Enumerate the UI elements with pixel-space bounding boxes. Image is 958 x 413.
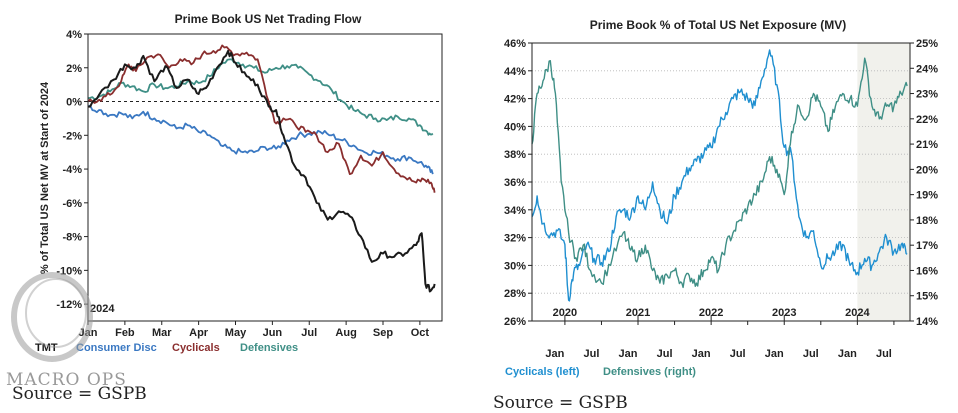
right-left-y-tick-label: 40%	[504, 121, 526, 133]
right-left-y-tick-label: 32%	[504, 233, 526, 245]
left-x-tick-label: Aug	[335, 327, 356, 339]
source-right: Source = GSPB	[493, 393, 628, 413]
left-y-tick-label: 2%	[66, 63, 82, 75]
right-series-group	[531, 49, 908, 302]
left-plot-frame	[87, 33, 443, 322]
legend-defensives-right: Defensives (right)	[603, 366, 696, 378]
left-x-tick-label: Apr	[189, 327, 209, 339]
legend-defensives: Defensives	[240, 342, 298, 354]
right-month-tick-label: Jan	[838, 348, 857, 360]
right-month-tick-label: Jul	[876, 348, 892, 360]
right-left-y-tick-label: 28%	[504, 288, 526, 300]
right-left-y-tick-label: 30%	[504, 260, 526, 272]
logo-text: MACRO OPS	[6, 370, 127, 390]
left-y-tick-label: -6%	[62, 198, 82, 210]
right-month-tick-label: Jul	[803, 348, 819, 360]
left-x-tick-label: Mar	[152, 327, 172, 339]
right-grid	[532, 42, 910, 322]
right-month-tick-label: Jan	[545, 348, 564, 360]
left-x-tick-label: Oct	[411, 327, 430, 339]
right-right-y-tick-label: 22%	[916, 114, 938, 126]
right-chart: Prime Book % of Total US Net Exposure (M…	[504, 18, 938, 378]
left-y-axis-label: % of Total US Net MV at Start of 2024	[39, 81, 51, 274]
right-right-y-tick-label: 16%	[916, 265, 938, 277]
right-year-label: 2022	[699, 307, 723, 319]
right-year-label: 2021	[626, 307, 650, 319]
right-right-y-ticks: 25% 24% 23% 22% 21% 20% 19% 18% 17% 16% 15% 14%	[910, 38, 938, 328]
series-line-defensives-right	[531, 57, 908, 289]
left-y-ticks: 4%2%0%-2%-4%-6%-8%-10%-12%	[56, 29, 88, 311]
right-right-y-tick-label: 15%	[916, 291, 938, 303]
right-year-label: 2023	[772, 307, 796, 319]
right-month-tick-label: Jul	[730, 348, 746, 360]
right-right-y-tick-label: 14%	[916, 316, 938, 328]
right-left-y-tick-label: 44%	[504, 66, 526, 78]
right-year-label: 2024	[845, 307, 870, 319]
right-month-tick-label: Jan	[765, 348, 784, 360]
left-chart: Prime Book US Net Trading Flow 4% 2% 0% -2%…	[35, 12, 443, 354]
left-chart-title: Prime Book US Net Trading Flow	[175, 12, 362, 26]
series-line-consumer-disc	[87, 104, 434, 175]
right-left-y-ticks: 46% 44% 42% 40% 38% 36% 34% 32% 30% 28% 26%	[504, 38, 532, 328]
source-left: Source = GSPB	[12, 384, 147, 404]
left-x-tick-label: Jul	[301, 327, 317, 339]
right-left-y-tick-label: 46%	[504, 38, 526, 50]
legend-cyclicals: Cyclicals	[172, 342, 220, 354]
legend-cyclicals-left: Cyclicals (left)	[505, 366, 580, 378]
right-right-y-tick-label: 17%	[916, 240, 938, 252]
left-y-tick-label: -8%	[62, 232, 82, 244]
right-right-y-tick-label: 18%	[916, 215, 938, 227]
left-x-tick-label: Jun	[263, 327, 283, 339]
left-x-tick-label: May	[225, 327, 247, 339]
left-legend: TMT Consumer Disc Cyclicals Defensives	[35, 342, 298, 354]
left-y-tick-label: -2%	[62, 130, 82, 142]
left-x-tick-label: Feb	[115, 327, 135, 339]
right-month-tick-label: Jul	[584, 348, 600, 360]
left-x-tick-label: Sep	[373, 327, 393, 339]
right-right-y-tick-label: 23%	[916, 89, 938, 101]
right-left-y-tick-label: 38%	[504, 149, 526, 161]
right-right-y-tick-label: 21%	[916, 139, 938, 151]
right-chart-title: Prime Book % of Total US Net Exposure (M…	[590, 18, 846, 32]
legend-consumer-disc: Consumer Disc	[76, 342, 157, 354]
left-series-group	[87, 44, 436, 293]
series-line-cyclicals	[87, 44, 436, 193]
right-month-tick-label: Jan	[619, 348, 638, 360]
right-right-y-tick-label: 19%	[916, 190, 938, 202]
legend-tmt: TMT	[35, 342, 58, 354]
right-year-label: 2020	[553, 307, 577, 319]
right-month-tick-label: Jul	[657, 348, 673, 360]
right-left-y-tick-label: 36%	[504, 177, 526, 189]
right-month-tick-label: Jan	[692, 348, 711, 360]
left-y-tick-label: 4%	[66, 29, 82, 41]
left-y-tick-label: -12%	[56, 299, 82, 311]
right-right-y-tick-label: 24%	[916, 63, 938, 75]
right-left-y-tick-label: 34%	[504, 205, 526, 217]
right-left-y-tick-label: 42%	[504, 94, 526, 106]
series-line-defensives	[87, 58, 434, 136]
right-year-labels: 2020 2021 2022 2023 2024	[553, 307, 870, 321]
right-month-ticks: Jan Jul Jan Jul Jan Jul Jan Jul Jan Jul	[545, 321, 895, 360]
logo-ring-icon	[11, 272, 93, 362]
left-x-ticks: Jan Feb Mar Apr May Jun Jul Aug Sep Oct	[79, 321, 430, 339]
left-y-tick-label: 0%	[66, 97, 82, 109]
right-right-y-tick-label: 20%	[916, 164, 938, 176]
right-legend: Cyclicals (left) Defensives (right)	[505, 366, 696, 378]
series-line-tmt	[88, 49, 436, 293]
left-y-tick-label: -4%	[62, 164, 82, 176]
right-right-y-tick-label: 25%	[916, 38, 938, 50]
right-left-y-tick-label: 26%	[504, 316, 526, 328]
left-year-label: 2024	[90, 303, 115, 315]
